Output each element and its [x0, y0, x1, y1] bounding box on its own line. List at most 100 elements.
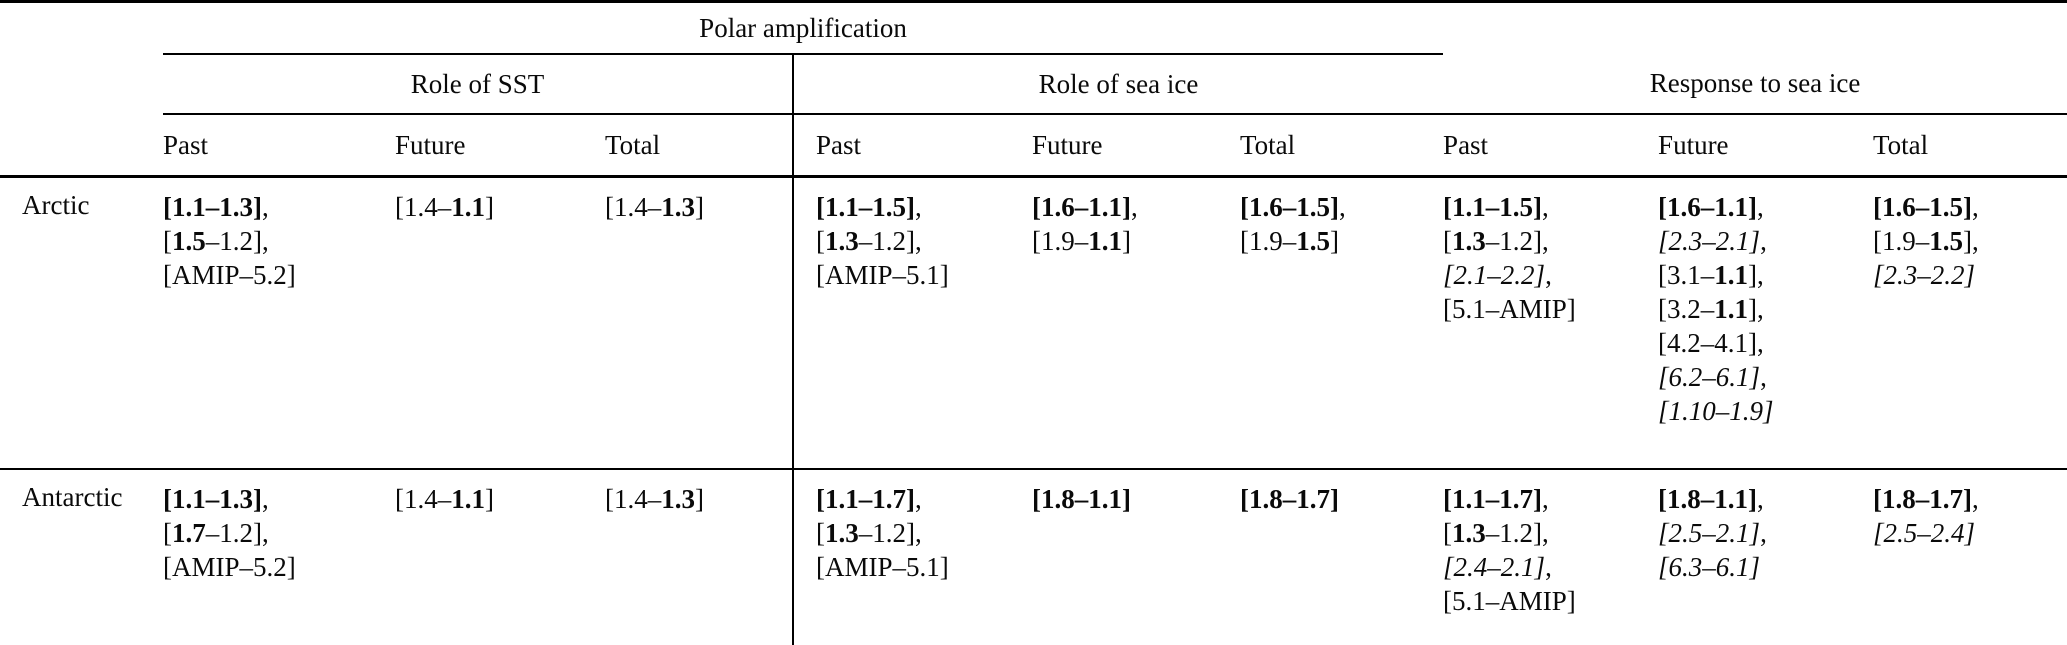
- citation-line: [1.9–1.1]: [1032, 224, 1240, 258]
- citation-line: [1.10–1.9]: [1658, 394, 1873, 428]
- citation-segment: [1.8–1.7]: [1873, 484, 1973, 514]
- cell-arctic-sst-past: [1.1–1.3], [1.5–1.2], [AMIP–5.2]: [163, 176, 395, 470]
- citation-segment: ,: [914, 484, 922, 514]
- citation-segment: 1.5: [1929, 226, 1964, 256]
- citation-segment: 1.3: [661, 484, 695, 514]
- table-row-sections: Role of SST Role of sea ice Response to …: [0, 54, 2067, 115]
- citation-line: [1.7–1.2],: [163, 516, 395, 550]
- citation-segment: [3.2–: [1658, 294, 1715, 324]
- citation-segment: [: [1443, 518, 1453, 548]
- corner-cell: [0, 114, 163, 178]
- citation-line: [1.4–1.3]: [605, 482, 792, 516]
- citation-segment: [1.1–1.3]: [163, 484, 262, 514]
- citation-segment: ],: [1963, 226, 1979, 256]
- citation-segment: 1.5: [172, 226, 206, 256]
- citation-line: [3.2–1.1],: [1658, 292, 1873, 326]
- citation-segment: 1.3: [1452, 518, 1486, 548]
- citation-line: [1.4–1.3]: [605, 190, 792, 224]
- citation-line: [AMIP–5.2]: [163, 258, 395, 292]
- cell-arctic-sst-total: [1.4–1.3]: [605, 176, 793, 470]
- citation-segment: [2.5–2.4]: [1873, 518, 1976, 548]
- citation-segment: [5.1–AMIP]: [1443, 586, 1576, 616]
- citation-segment: ,: [261, 484, 269, 514]
- citation-segment: ,: [1760, 362, 1767, 392]
- section-role-of-sst: Role of SST: [163, 54, 793, 115]
- citation-line: [2.3–2.1],: [1658, 224, 1873, 258]
- subheader-resp-total: Total: [1873, 114, 2067, 178]
- citation-segment: 1.1: [451, 192, 485, 222]
- subheader-ice-total: Total: [1240, 114, 1444, 178]
- row-label-arctic: Arctic: [0, 176, 163, 470]
- citation-line: [1.4–1.1]: [395, 482, 605, 516]
- citation-segment: [2.5–2.1]: [1658, 518, 1761, 548]
- cell-antarctic-resp-future: [1.8–1.1], [2.5–2.1], [6.3–6.1]: [1658, 469, 1874, 645]
- cell-antarctic-resp-past: [1.1–1.7], [1.3–1.2], [2.4–2.1], [5.1–AMIP]: [1443, 469, 1659, 645]
- citation-segment: 1.1: [451, 484, 485, 514]
- subheader-sst-future: Future: [395, 114, 605, 178]
- citation-segment: ,: [1757, 484, 1764, 514]
- citation-segment: ,: [1972, 192, 1979, 222]
- citation-segment: –1.2],: [858, 226, 922, 256]
- citation-line: [1.6–1.5],: [1873, 190, 2067, 224]
- citation-segment: [: [816, 518, 825, 548]
- citation-line: [1.1–1.7],: [816, 482, 1032, 516]
- citation-segment: [1.9–: [1032, 226, 1089, 256]
- citation-segment: [1.10–1.9]: [1658, 396, 1774, 426]
- citation-segment: [2.4–2.1]: [1443, 552, 1546, 582]
- citation-segment: [: [163, 226, 172, 256]
- citation-segment: [1.1–1.7]: [816, 484, 915, 514]
- citation-segment: [AMIP–5.2]: [163, 552, 296, 582]
- section-role-of-sea-ice: Role of sea ice: [791, 54, 1444, 115]
- subheader-resp-future: Future: [1658, 114, 1874, 178]
- cell-arctic-sst-future: [1.4–1.1]: [395, 176, 605, 470]
- citation-segment: [5.1–AMIP]: [1443, 294, 1576, 324]
- citation-segment: –1.2],: [1485, 518, 1549, 548]
- citation-line: [2.4–2.1],: [1443, 550, 1658, 584]
- cell-arctic-resp-total: [1.6–1.5], [1.9–1.5], [2.3–2.2]: [1873, 176, 2067, 470]
- citation-segment: [AMIP–5.2]: [163, 260, 296, 290]
- citation-line: [1.8–1.7],: [1873, 482, 2067, 516]
- citation-segment: [: [163, 518, 172, 548]
- citation-segment: ,: [1757, 192, 1764, 222]
- citation-line: [AMIP–5.1]: [816, 258, 1032, 292]
- citation-segment: [2.3–2.2]: [1873, 260, 1976, 290]
- citation-line: [1.1–1.3],: [163, 482, 395, 516]
- citation-segment: [AMIP–5.1]: [816, 552, 949, 582]
- citation-segment: –1.2],: [858, 518, 922, 548]
- citation-segment: [2.3–2.1]: [1658, 226, 1761, 256]
- citation-line: [2.1–2.2],: [1443, 258, 1658, 292]
- citation-segment: 1.1: [1714, 260, 1749, 290]
- citation-segment: [1.4–: [605, 484, 662, 514]
- subheader-resp-past: Past: [1443, 114, 1659, 178]
- citation-line: [5.1–AMIP]: [1443, 584, 1658, 618]
- cell-antarctic-sst-total: [1.4–1.3]: [605, 469, 793, 645]
- citation-segment: [6.2–6.1]: [1658, 362, 1761, 392]
- citation-segment: [4.2–4.1],: [1658, 328, 1764, 358]
- citation-segment: [1.6–1.5]: [1873, 192, 1973, 222]
- subheader-ice-past: Past: [792, 114, 1032, 178]
- citation-segment: ]: [485, 192, 494, 222]
- table-row-arctic: Arctic [1.1–1.3], [1.5–1.2], [AMIP–5.2] [1…: [0, 176, 2067, 470]
- cell-antarctic-ice-total: [1.8–1.7]: [1240, 469, 1444, 645]
- citation-line: [1.3–1.2],: [816, 516, 1032, 550]
- citation-segment: 1.3: [661, 192, 695, 222]
- citation-line: [1.1–1.7],: [1443, 482, 1658, 516]
- subheader-sst-total: Total: [605, 114, 793, 178]
- citation-line: [4.2–4.1],: [1658, 326, 1873, 360]
- citation-line: [3.1–1.1],: [1658, 258, 1873, 292]
- citation-segment: ]: [695, 484, 704, 514]
- cell-arctic-resp-future: [1.6–1.1], [2.3–2.1], [3.1–1.1], [3.2–1.1],…: [1658, 176, 1874, 470]
- citation-segment: [1.8–1.1]: [1658, 484, 1758, 514]
- citation-segment: [AMIP–5.1]: [816, 260, 949, 290]
- header-polar-amplification: Polar amplification: [163, 0, 1444, 55]
- citation-segment: [: [1443, 226, 1453, 256]
- citation-segment: [1.6–1.5]: [1240, 192, 1339, 222]
- citation-segment: ]: [1330, 226, 1339, 256]
- citation-line: [1.8–1.7]: [1240, 482, 1443, 516]
- citation-line: [1.6–1.5],: [1240, 190, 1443, 224]
- citation-line: [1.3–1.2],: [816, 224, 1032, 258]
- citation-segment: ,: [1542, 484, 1549, 514]
- citation-segment: 1.1: [1088, 226, 1122, 256]
- citation-segment: 1.3: [825, 518, 859, 548]
- subheader-sst-past: Past: [163, 114, 395, 178]
